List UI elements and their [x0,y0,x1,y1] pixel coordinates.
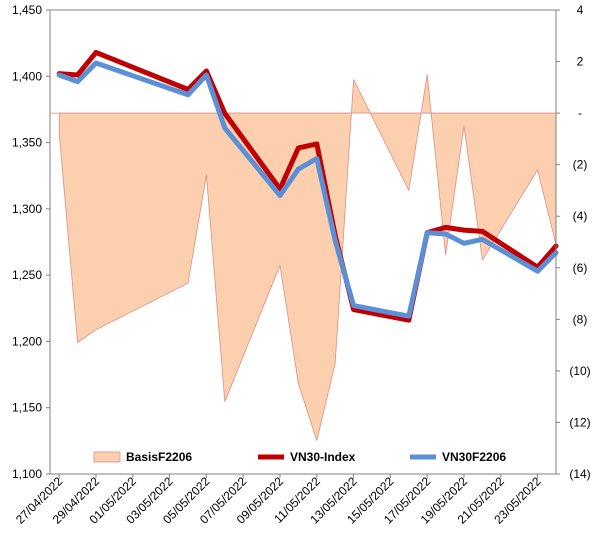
y-left-tick-label: 1,250 [12,268,42,282]
legend-label-vn30f2206: VN30F2206 [442,450,506,464]
basis-area [50,74,557,441]
legend-label-basisf2206: BasisF2206 [126,450,192,464]
legend-swatch-basisf2206 [93,451,121,463]
y-left-tick-label: 1,400 [12,69,42,83]
y-right-tick-label: (12) [569,415,590,429]
y-right-tick-label: - [578,106,582,120]
line-series [56,49,559,323]
y-right-tick-label: 4 [577,3,584,17]
y-left-tick-label: 1,100 [12,467,42,481]
y-left-tick-label: 1,150 [12,401,42,415]
y-left-tick-label: 1,350 [12,136,42,150]
series-vn30f2206-line [56,60,559,319]
y-right-tick-label: (10) [569,364,590,378]
legend: BasisF2206 VN30-Index VN30F2206 [93,450,506,464]
y-left-tick-label: 1,450 [12,3,42,17]
y-right-tick-label: (2) [573,158,588,172]
y-right-tick-label: (8) [573,312,588,326]
y-right-tick-label: (14) [569,467,590,481]
series-basisf2206-area [58,74,557,441]
legend-label-vn30-index: VN30-Index [290,450,356,464]
y-right-tick-label: (6) [573,261,588,275]
plot-border [49,9,557,475]
y-left-tick-label: 1,200 [12,334,42,348]
y-right-tick-label: 2 [577,55,584,69]
y-right-tick-label: (4) [573,209,588,223]
y-left-tick-label: 1,300 [12,202,42,216]
